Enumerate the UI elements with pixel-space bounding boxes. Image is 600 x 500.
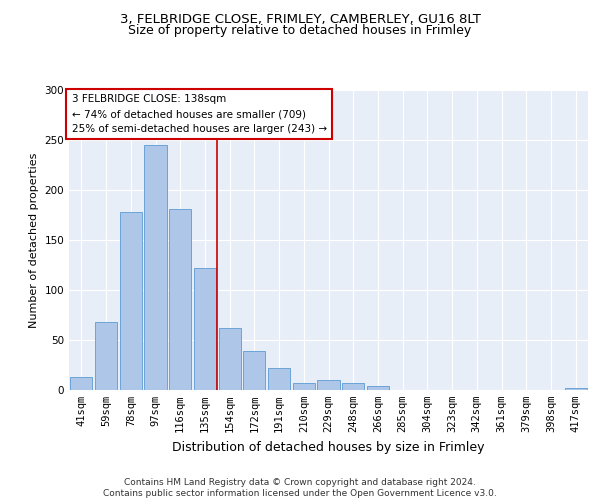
- Bar: [317, 380, 340, 390]
- Bar: [367, 386, 389, 390]
- Text: Contains HM Land Registry data © Crown copyright and database right 2024.
Contai: Contains HM Land Registry data © Crown c…: [103, 478, 497, 498]
- X-axis label: Distribution of detached houses by size in Frimley: Distribution of detached houses by size …: [172, 440, 485, 454]
- Bar: [95, 322, 117, 390]
- Bar: [342, 383, 364, 390]
- Bar: [293, 383, 315, 390]
- Bar: [169, 209, 191, 390]
- Bar: [145, 145, 167, 390]
- Text: 3 FELBRIDGE CLOSE: 138sqm
← 74% of detached houses are smaller (709)
25% of semi: 3 FELBRIDGE CLOSE: 138sqm ← 74% of detac…: [71, 94, 327, 134]
- Bar: [268, 368, 290, 390]
- Bar: [243, 351, 265, 390]
- Y-axis label: Number of detached properties: Number of detached properties: [29, 152, 39, 328]
- Bar: [565, 388, 587, 390]
- Text: 3, FELBRIDGE CLOSE, FRIMLEY, CAMBERLEY, GU16 8LT: 3, FELBRIDGE CLOSE, FRIMLEY, CAMBERLEY, …: [119, 12, 481, 26]
- Bar: [70, 377, 92, 390]
- Bar: [119, 212, 142, 390]
- Bar: [194, 268, 216, 390]
- Text: Size of property relative to detached houses in Frimley: Size of property relative to detached ho…: [128, 24, 472, 37]
- Bar: [218, 328, 241, 390]
